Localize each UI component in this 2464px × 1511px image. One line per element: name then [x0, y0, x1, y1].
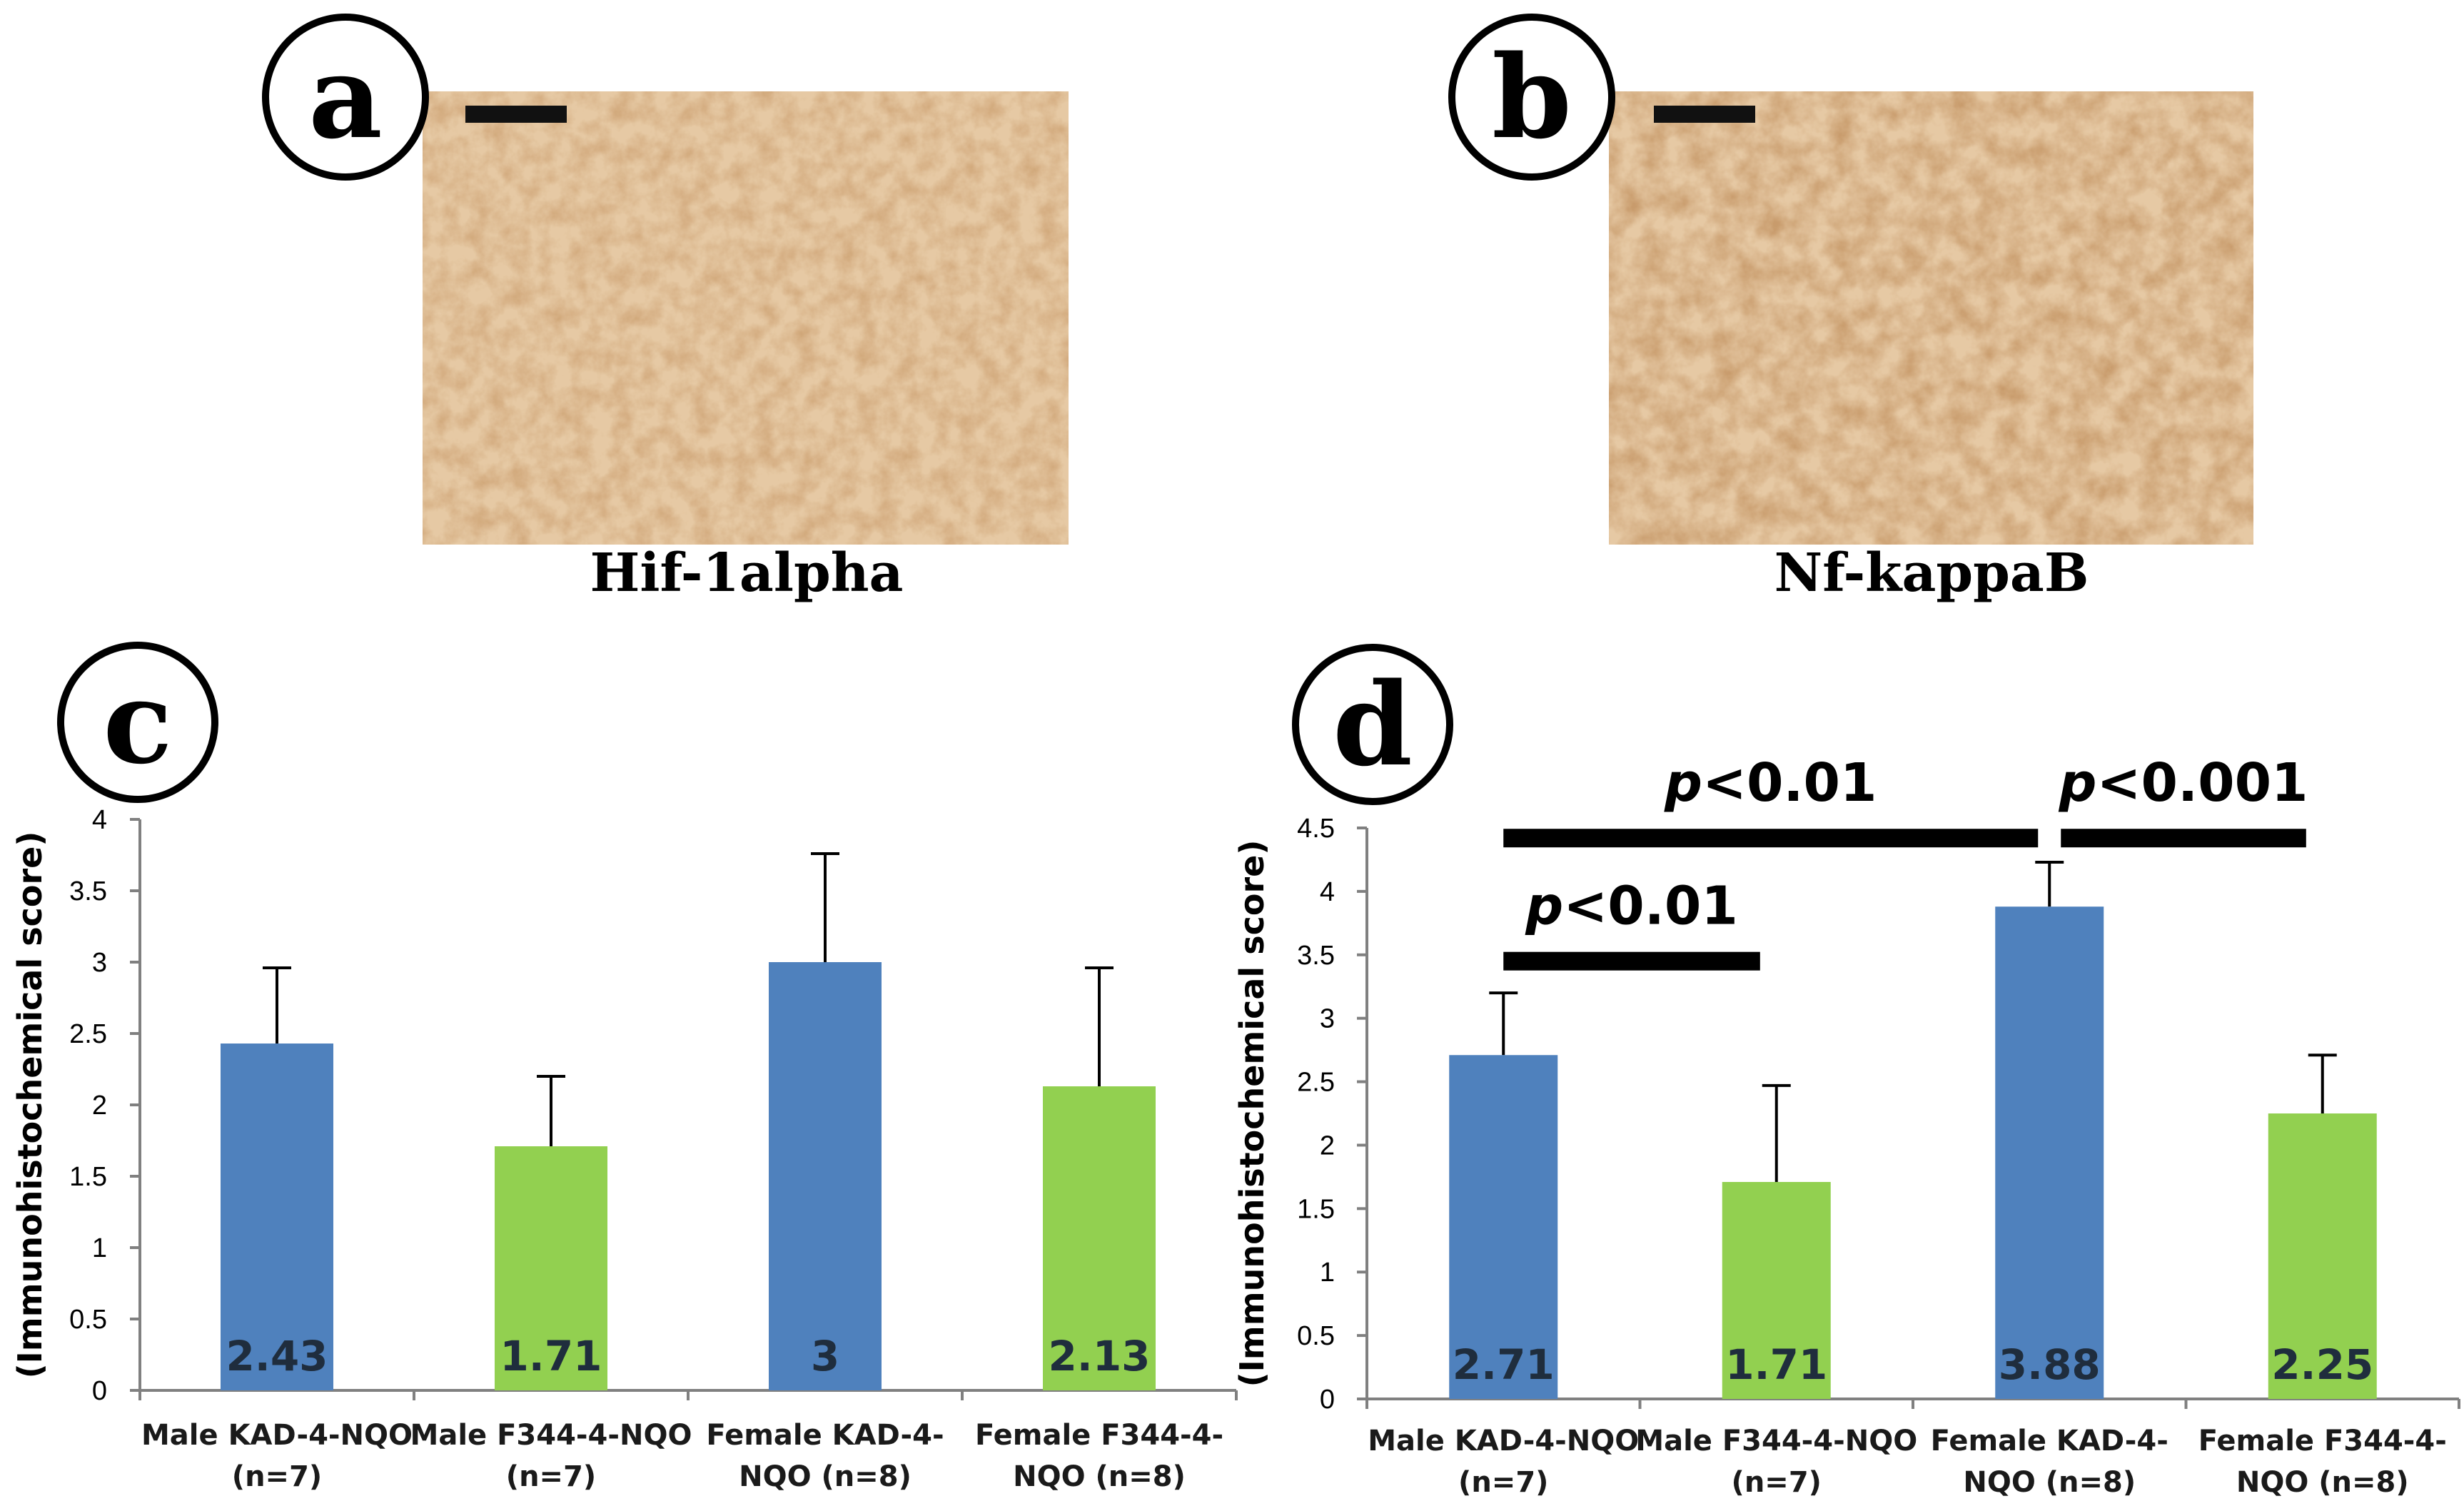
y-tick-label: 1 [1320, 1258, 1335, 1288]
micrograph-a-texture [423, 91, 1069, 545]
category-label-line2: NQO (n=8) [2236, 1466, 2409, 1499]
significance-p: p [1664, 752, 1702, 814]
significance-bar [1503, 951, 1760, 971]
category-label-line1: Female F344-4- [975, 1419, 1223, 1452]
panel-c-header: c [57, 642, 218, 803]
bar [495, 1146, 607, 1390]
y-tick-label: 3.5 [1297, 941, 1335, 971]
bar [1995, 906, 2104, 1399]
category-label-line2: (n=7) [1458, 1466, 1548, 1499]
bar-value-label: 1.71 [500, 1332, 602, 1380]
y-tick-label: 0.5 [69, 1305, 107, 1335]
bar [221, 1043, 333, 1390]
y-axis-title: (Immunohistochemical score) [11, 832, 49, 1379]
y-tick-label: 3 [1320, 1004, 1335, 1034]
category-label-line1: Male F344-4-NQO [410, 1419, 692, 1452]
category-label-line1: Female KAD-4- [706, 1419, 944, 1452]
bar-value-label: 1.71 [1725, 1340, 1827, 1389]
scale-bar-b [1654, 106, 1755, 123]
bar-value-label: 3 [811, 1332, 839, 1380]
significance-label: p<0.001 [2058, 752, 2308, 814]
bar [1043, 1086, 1156, 1390]
panel-b-caption: Nf-kappaB [1774, 542, 2089, 604]
panel-a-badge [262, 14, 429, 181]
panel-b-letter: b [1492, 30, 1572, 164]
y-tick-label: 2 [92, 1091, 107, 1121]
y-tick-label: 4 [1320, 877, 1335, 907]
bar [2268, 1113, 2377, 1399]
panel-d-badge [1292, 644, 1453, 805]
category-label-line1: Male KAD-4-NQO [141, 1419, 413, 1452]
bar-value-label: 3.88 [1999, 1340, 2101, 1389]
bar [769, 962, 882, 1390]
category-label-line1: Female KAD-4- [1931, 1425, 2168, 1457]
y-tick-label: 2 [1320, 1131, 1335, 1161]
significance-bar [1503, 829, 2039, 848]
category-label-line2: (n=7) [232, 1460, 322, 1493]
y-tick-label: 2.5 [1297, 1068, 1335, 1098]
y-tick-label: 0.5 [1297, 1321, 1335, 1351]
bar-value-label: 2.13 [1048, 1332, 1150, 1380]
panel-c-letter: c [103, 655, 172, 789]
y-tick-label: 0 [92, 1376, 107, 1406]
panel-c-badge [57, 642, 218, 803]
bar [1722, 1182, 1831, 1399]
y-tick-label: 4.5 [1297, 814, 1335, 844]
panel-a-caption: Hif-1alpha [590, 542, 904, 604]
significance-label: p<0.01 [1664, 752, 1877, 814]
y-tick-label: 0 [1320, 1385, 1335, 1415]
panel-b-badge [1448, 14, 1615, 181]
bar-value-label: 2.43 [226, 1332, 328, 1380]
category-label-line2: NQO (n=8) [739, 1460, 912, 1493]
category-label-line2: (n=7) [506, 1460, 596, 1493]
micrograph-b-texture [1609, 91, 2253, 545]
panel-a-letter: a [308, 30, 383, 164]
category-label-line1: Female F344-4- [2198, 1425, 2447, 1457]
category-label-line2: NQO (n=8) [1963, 1466, 2136, 1499]
y-tick-label: 4 [92, 805, 107, 835]
chart-d: 0 0.5 1 1.5 2 2.5 3 3.5 4 4.5 (Immunohistochemical… [1233, 752, 2460, 1499]
significance-value: <0.01 [1563, 876, 1738, 937]
significance-p: p [1525, 876, 1563, 937]
significance-bar [2061, 829, 2306, 848]
y-tick-label: 2.5 [69, 1019, 107, 1049]
y-tick-label: 1.5 [1297, 1194, 1335, 1224]
bar [1449, 1055, 1558, 1399]
y-axis-title: (Immunohistochemical score) [1233, 840, 1271, 1388]
panel-d-header: d [1292, 644, 1453, 805]
panel-d-letter: d [1333, 657, 1413, 792]
category-label-line1: Male F344-4-NQO [1635, 1425, 1917, 1457]
panel-a: a Hif-1alpha [262, 14, 1069, 604]
chart-c: 0 0.5 1 1.5 2 2.5 3 3.5 4 (Immunohistochemical sc… [11, 805, 1238, 1493]
scale-bar-a [465, 106, 567, 123]
panel-b: b Nf-kappaB [1448, 14, 2253, 604]
category-label-line2: (n=7) [1732, 1466, 1822, 1499]
category-label-line2: NQO (n=8) [1013, 1460, 1186, 1493]
significance-value: <0.001 [2096, 752, 2308, 814]
significance-value: <0.01 [1702, 752, 1877, 814]
y-tick-label: 3.5 [69, 876, 107, 906]
significance-label: p<0.01 [1525, 876, 1738, 937]
significance-p: p [2058, 752, 2096, 814]
bar-value-label: 2.71 [1453, 1340, 1555, 1389]
y-tick-label: 1.5 [69, 1162, 107, 1192]
category-label-line1: Male KAD-4-NQO [1368, 1425, 1639, 1457]
y-tick-label: 3 [92, 948, 107, 978]
y-tick-label: 1 [92, 1233, 107, 1263]
bar-value-label: 2.25 [2271, 1340, 2373, 1389]
